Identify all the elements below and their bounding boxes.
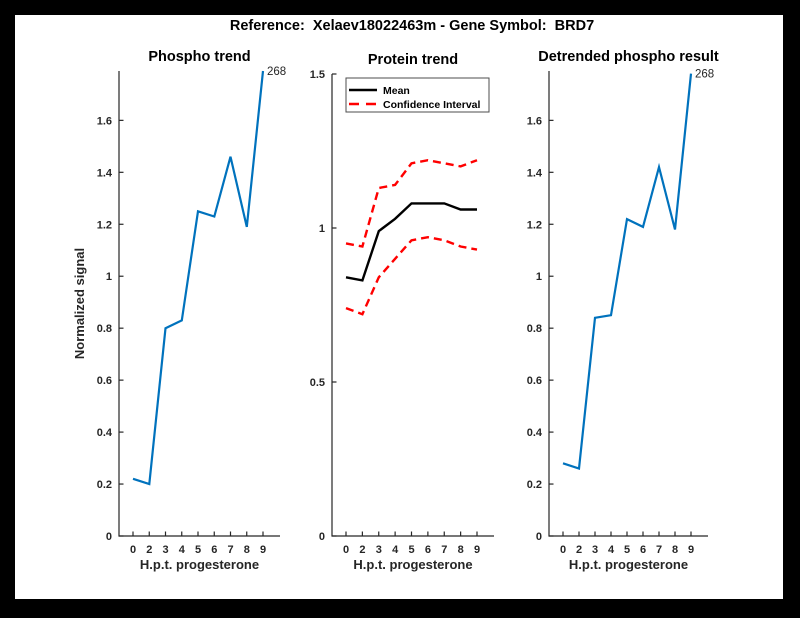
figure-title: Reference: Xelaev18022463m - Gene Symbol… bbox=[229, 18, 595, 34]
y-tick-label: 0 bbox=[319, 531, 325, 543]
subplot-title: Phospho trend bbox=[148, 49, 250, 65]
subplot-detrended-phospho-result: 00.20.40.60.811.21.41.60 2 3 4 5 6 7 8 9Detrende… bbox=[527, 49, 719, 572]
x-tick-label: 2 bbox=[576, 544, 582, 556]
legend: Mean Confidence Interval bbox=[345, 77, 490, 113]
y-tick-label: 1.5 bbox=[310, 69, 325, 81]
x-tick-label: 7 bbox=[227, 544, 233, 556]
y-tick-label: 0.4 bbox=[527, 427, 543, 439]
x-tick-label: 2 bbox=[146, 544, 152, 556]
x-tick-label: 9 bbox=[688, 544, 694, 556]
x-tick-label: 6 bbox=[425, 544, 431, 556]
x-tick-label: 4 bbox=[392, 544, 399, 556]
y-tick-label: 1 bbox=[106, 271, 112, 283]
x-tick-label: 0 bbox=[130, 544, 136, 556]
legend-box bbox=[345, 77, 490, 113]
y-tick-label: 0.6 bbox=[527, 375, 542, 387]
series-line-confidence-upper bbox=[345, 158, 478, 248]
subplot-title: Detrended phospho result bbox=[538, 49, 719, 65]
x-tick-label: 8 bbox=[244, 544, 250, 556]
series-line-detrended-phospho bbox=[562, 73, 693, 470]
x-tick-label: 7 bbox=[656, 544, 662, 556]
y-tick-label: 0.8 bbox=[97, 323, 112, 335]
series-line-mean bbox=[345, 202, 477, 282]
x-tick-label: 2 bbox=[359, 544, 365, 556]
y-tick-label: 1.4 bbox=[97, 167, 113, 179]
y-tick-label: 0 bbox=[106, 531, 112, 543]
y-tick-label: 1.4 bbox=[527, 167, 543, 179]
subplot-title: Protein trend bbox=[368, 52, 458, 68]
x-tick-label: 3 bbox=[592, 544, 598, 556]
legend-label: Confidence Interval bbox=[383, 99, 481, 111]
y-axis-label: Normalized signal bbox=[72, 248, 87, 359]
x-tick-label: 8 bbox=[672, 544, 678, 556]
y-tick-label: 1.2 bbox=[97, 219, 112, 231]
x-tick-label: 6 bbox=[640, 544, 646, 556]
series-line-phospho-trend bbox=[132, 70, 265, 486]
y-tick-label: 1 bbox=[319, 223, 325, 235]
series-line-confidence-lower bbox=[345, 235, 478, 316]
y-tick-label: 0 bbox=[536, 531, 542, 543]
y-tick-label: 1 bbox=[536, 271, 542, 283]
y-tick-label: 0.2 bbox=[97, 479, 112, 491]
x-tick-label: 5 bbox=[408, 544, 414, 556]
y-tick-label: 1.6 bbox=[527, 115, 542, 127]
x-tick-label: 8 bbox=[458, 544, 464, 556]
legend-label: Mean bbox=[383, 85, 410, 97]
y-tick-label: 0.2 bbox=[527, 479, 542, 491]
y-tick-label: 1.2 bbox=[527, 219, 542, 231]
x-tick-label: 3 bbox=[376, 544, 382, 556]
x-axis-label: H.p.t. progesterone bbox=[353, 557, 472, 572]
x-tick-label: 3 bbox=[162, 544, 168, 556]
x-tick-label: 0 bbox=[560, 544, 566, 556]
x-axis-label: H.p.t. progesterone bbox=[140, 557, 259, 572]
x-tick-label: 4 bbox=[608, 544, 615, 556]
endpoint-value-label: 268 bbox=[695, 69, 714, 81]
y-tick-label: 0.4 bbox=[97, 427, 113, 439]
y-tick-label: 0.6 bbox=[97, 375, 112, 387]
x-tick-label: 5 bbox=[195, 544, 201, 556]
x-tick-label: 4 bbox=[179, 544, 186, 556]
x-tick-label: 0 bbox=[343, 544, 349, 556]
charts-svg: 00.20.40.60.811.21.41.60 2 3 4 5 6 7 8 9Phospho … bbox=[72, 49, 719, 572]
x-tick-label: 7 bbox=[441, 544, 447, 556]
x-tick-label: 9 bbox=[260, 544, 266, 556]
y-tick-label: 1.6 bbox=[97, 115, 112, 127]
y-tick-label: 0.5 bbox=[310, 377, 325, 389]
x-axis-label: H.p.t. progesterone bbox=[569, 557, 688, 572]
figure-canvas: Reference: Xelaev18022463m - Gene Symbol… bbox=[15, 15, 783, 599]
subplot-phospho-trend: 00.20.40.60.811.21.41.60 2 3 4 5 6 7 8 9Phospho … bbox=[72, 49, 286, 572]
endpoint-value-label: 268 bbox=[267, 66, 286, 78]
axis-line bbox=[331, 74, 494, 537]
y-tick-label: 0.8 bbox=[527, 323, 542, 335]
x-tick-label: 5 bbox=[624, 544, 630, 556]
x-tick-label: 9 bbox=[474, 544, 480, 556]
x-tick-label: 6 bbox=[211, 544, 217, 556]
